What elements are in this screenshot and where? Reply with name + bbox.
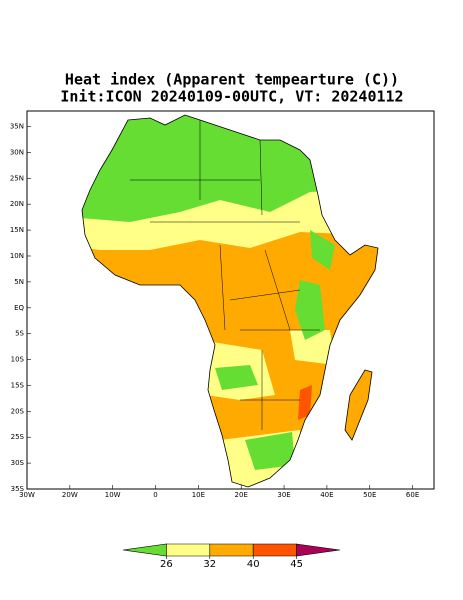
colorbar-label: 45 (290, 559, 303, 570)
y-tick-label: 35S (11, 485, 25, 493)
coastline (81, 114, 379, 488)
colorbar-label: 26 (160, 559, 173, 570)
map-frame (26, 110, 435, 490)
y-tick-label: 5N (14, 278, 24, 286)
x-tick-label: 40E (320, 491, 333, 499)
y-tick-label: 15N (10, 226, 24, 234)
title: Heat index (Apparent tempearture (C)) (65, 71, 399, 89)
x-tick-label: 10W (105, 491, 121, 499)
y-tick-label: 35N (10, 123, 24, 131)
colorbar-segment (252, 543, 297, 557)
y-tick-label: 20N (10, 200, 24, 208)
x-tick-label: 20W (62, 491, 78, 499)
x-tick-label: 50E (363, 491, 376, 499)
y-tick-label: 15S (11, 381, 25, 389)
x-tick-label: 0 (153, 491, 157, 499)
x-tick-label: 30W (19, 491, 35, 499)
y-tick-label: EQ (14, 304, 24, 312)
y-tick-label: 20S (11, 407, 25, 415)
colorbar-segment (296, 543, 341, 557)
subtitle: Init:ICON 20240109-00UTC, VT: 20240112 (60, 88, 403, 106)
field-red (298, 385, 312, 420)
x-tick-label: 10E (192, 491, 205, 499)
y-tick-label: 10S (11, 356, 25, 364)
y-tick-label: 30S (11, 459, 25, 467)
x-tick-label: 20E (235, 491, 248, 499)
x-tick-label: 30E (277, 491, 290, 499)
colorbar-segment (209, 543, 254, 557)
y-tick-label: 10N (10, 252, 24, 260)
field-green (82, 115, 378, 470)
africa-field (82, 115, 378, 487)
borders (130, 120, 320, 430)
colorbar-label: 40 (247, 559, 260, 570)
y-tick-label: 5S (15, 330, 24, 338)
colorbar-label: 32 (203, 559, 216, 570)
y-tick-label: 25N (10, 174, 24, 182)
y-tick-label: 30N (10, 148, 24, 156)
colorbar-segment (122, 543, 167, 557)
colorbar-segment (166, 543, 211, 557)
x-tick-label: 60E (406, 491, 419, 499)
y-tick-label: 25S (11, 433, 25, 441)
